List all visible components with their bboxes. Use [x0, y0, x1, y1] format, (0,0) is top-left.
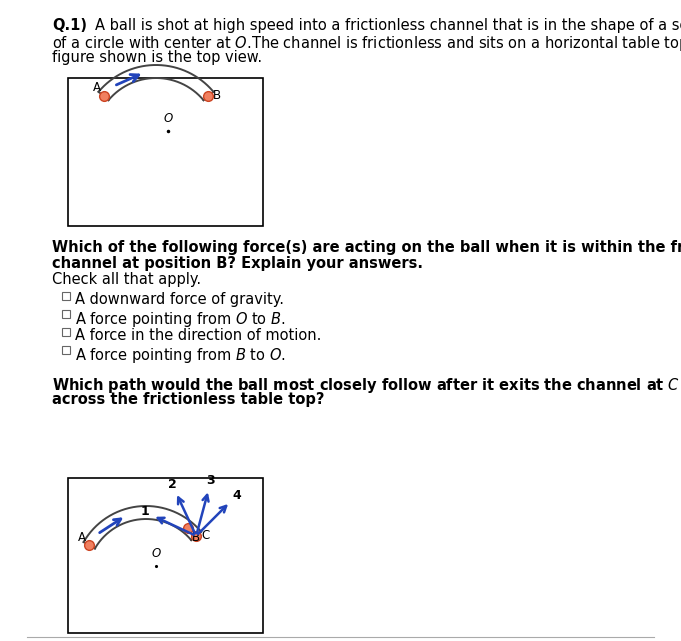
Text: $O$: $O$: [151, 547, 161, 560]
Text: 4: 4: [232, 489, 241, 502]
Text: $O$: $O$: [163, 112, 174, 125]
Bar: [62, 310, 70, 318]
Bar: [68, 478, 263, 633]
Text: 3: 3: [206, 474, 215, 487]
Text: figure shown is the top view.: figure shown is the top view.: [52, 50, 262, 65]
Text: of a circle with center at $O$.The channel is frictionless and sits on a horizon: of a circle with center at $O$.The chann…: [52, 34, 681, 53]
Text: B: B: [212, 90, 221, 103]
Text: Check all that apply.: Check all that apply.: [52, 272, 201, 287]
Text: channel at position B? Explain your answers.: channel at position B? Explain your answ…: [52, 256, 423, 271]
Bar: [62, 292, 70, 300]
Text: across the frictionless table top?: across the frictionless table top?: [52, 392, 325, 407]
Text: Which of the following force(s) are acting on the ball when it is within the fri: Which of the following force(s) are acti…: [52, 240, 681, 255]
Text: A: A: [93, 81, 101, 94]
Text: A force pointing from $O$ to $B$.: A force pointing from $O$ to $B$.: [75, 310, 285, 329]
Text: C: C: [201, 529, 210, 542]
Text: B: B: [192, 531, 200, 544]
Text: Q.1): Q.1): [52, 18, 87, 33]
Text: A downward force of gravity.: A downward force of gravity.: [75, 292, 284, 307]
Text: A: A: [78, 531, 86, 544]
Text: 2: 2: [168, 478, 176, 491]
Bar: [62, 328, 70, 336]
Text: 1: 1: [140, 505, 149, 519]
Text: A ball is shot at high speed into a frictionless channel that is in the shape of: A ball is shot at high speed into a fric…: [95, 18, 681, 33]
Bar: [68, 78, 263, 226]
Text: Which path would the ball most closely follow after it exits the channel at $C$ : Which path would the ball most closely f…: [52, 376, 681, 395]
Text: A force pointing from $B$ to $O$.: A force pointing from $B$ to $O$.: [75, 346, 285, 365]
Text: A force in the direction of motion.: A force in the direction of motion.: [75, 328, 321, 343]
Bar: [62, 346, 70, 354]
